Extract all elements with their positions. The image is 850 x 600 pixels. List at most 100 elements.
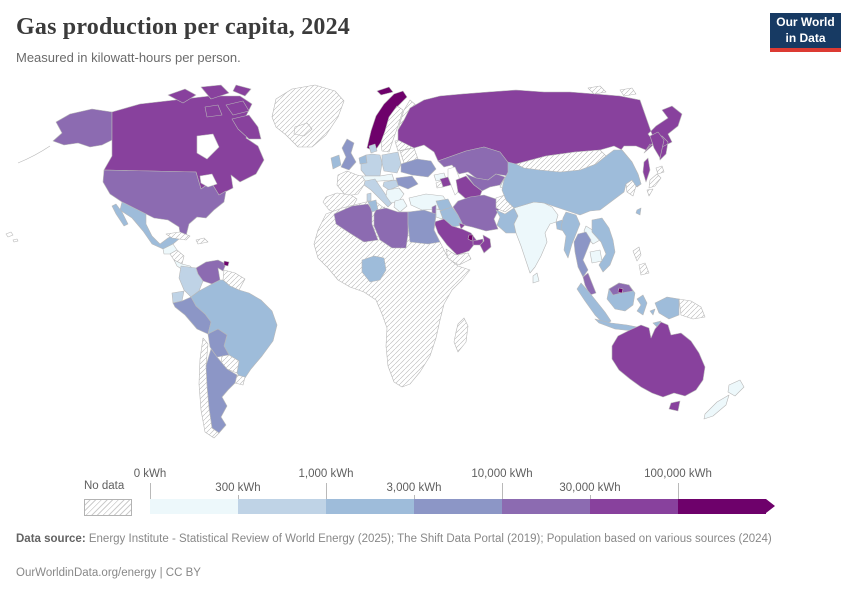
legend-bin-1[interactable]: [238, 499, 326, 514]
arctic-islands-1[interactable]: [587, 85, 607, 95]
country-oman[interactable]: [479, 234, 492, 254]
arctic-islands-2[interactable]: [619, 87, 637, 97]
country-italy-sardinia[interactable]: [366, 192, 372, 202]
country-greenland[interactable]: [271, 84, 345, 148]
legend-tick-label-4: 10,000 kWh: [471, 468, 533, 480]
country-iran[interactable]: [452, 194, 501, 232]
legend-tick-1: [238, 495, 239, 499]
country-taiwan[interactable]: [635, 207, 642, 216]
country-tasmania[interactable]: [668, 400, 681, 412]
country-libya[interactable]: [373, 207, 409, 249]
legend-tick-label-2: 1,000 kWh: [298, 468, 354, 480]
country-hungary-croatia[interactable]: [382, 179, 400, 191]
world-map: [5, 84, 745, 439]
country-netherlands[interactable]: [358, 154, 368, 165]
country-sri-lanka[interactable]: [532, 272, 540, 284]
country-algeria[interactable]: [333, 203, 379, 243]
legend-bin-5[interactable]: [590, 499, 678, 514]
country-romania[interactable]: [395, 175, 419, 190]
legend-tick-6: [678, 483, 679, 499]
legend-tick-label-1: 300 kWh: [215, 482, 261, 494]
country-brazil[interactable]: [190, 279, 278, 382]
country-indonesia-sulawesi[interactable]: [636, 294, 648, 316]
country-philippines-mindanao[interactable]: [638, 262, 650, 276]
legend-bin-3[interactable]: [414, 499, 502, 514]
country-canada-arctic-4[interactable]: [204, 104, 223, 118]
legend-bin-0[interactable]: [150, 499, 238, 514]
country-new-zealand-south[interactable]: [703, 394, 730, 420]
country-armenia[interactable]: [435, 180, 444, 189]
country-myanmar[interactable]: [560, 211, 581, 259]
country-canada-arctic-2[interactable]: [200, 84, 230, 100]
country-kuwait[interactable]: [458, 222, 466, 230]
hudson-bay: [196, 133, 220, 160]
country-indonesia-java[interactable]: [594, 318, 638, 332]
country-italy[interactable]: [363, 178, 393, 208]
country-new-zealand-north[interactable]: [727, 379, 745, 397]
country-honduras-nicaragua[interactable]: [169, 249, 185, 265]
legend-color-bar: [150, 499, 766, 514]
country-bolivia[interactable]: [207, 328, 230, 358]
country-hispaniola[interactable]: [195, 237, 209, 245]
country-indonesia-moluccas[interactable]: [649, 308, 656, 316]
country-russia-kamchatka[interactable]: [649, 131, 665, 159]
country-nigeria[interactable]: [361, 255, 387, 283]
country-india[interactable]: [513, 201, 559, 274]
aleutian-islands: [17, 145, 51, 164]
country-philippines-luzon[interactable]: [632, 246, 642, 262]
country-vietnam[interactable]: [591, 217, 616, 273]
legend-bin-6[interactable]: [678, 499, 766, 514]
country-mexico-baja[interactable]: [111, 203, 129, 227]
country-canada-arctic-5[interactable]: [225, 100, 250, 116]
country-canada-arctic-3[interactable]: [232, 84, 252, 97]
country-tunisia[interactable]: [367, 199, 379, 213]
country-germany[interactable]: [360, 153, 383, 177]
country-france[interactable]: [336, 170, 367, 197]
country-papua-new-guinea[interactable]: [678, 298, 706, 320]
country-denmark[interactable]: [368, 143, 378, 154]
owid-logo[interactable]: Our World in Data: [770, 13, 841, 52]
country-qatar[interactable]: [467, 234, 474, 242]
country-iceland[interactable]: [293, 122, 313, 137]
country-united-kingdom[interactable]: [340, 138, 357, 171]
country-brunei[interactable]: [617, 287, 624, 294]
country-madagascar[interactable]: [453, 317, 469, 353]
country-thailand[interactable]: [573, 231, 592, 278]
country-poland[interactable]: [381, 151, 402, 174]
country-trinidad-and-tobago[interactable]: [223, 260, 230, 267]
legend-tick-4: [502, 483, 503, 499]
country-alaska[interactable]: [52, 108, 113, 148]
country-australia[interactable]: [611, 321, 706, 398]
country-chile[interactable]: [198, 337, 220, 439]
country-cuba[interactable]: [165, 231, 191, 241]
country-ukraine[interactable]: [400, 158, 437, 178]
country-canada-arctic-1[interactable]: [167, 88, 197, 104]
country-indonesia-west-papua[interactable]: [654, 296, 680, 320]
legend-tick-label-5: 30,000 kWh: [559, 482, 621, 494]
country-ireland[interactable]: [330, 154, 342, 170]
legend-bin-4[interactable]: [502, 499, 590, 514]
country-japan-kyushu[interactable]: [646, 188, 654, 197]
citation-link[interactable]: OurWorldinData.org/energy | CC BY: [16, 567, 201, 579]
country-sweden[interactable]: [380, 105, 404, 153]
great-lakes: [199, 173, 218, 188]
owid-logo-line2: in Data: [785, 30, 826, 45]
country-japan-honshu[interactable]: [648, 173, 662, 189]
country-canada-baffin[interactable]: [231, 114, 262, 140]
country-korea[interactable]: [625, 179, 637, 197]
country-svalbard[interactable]: [376, 86, 394, 96]
country-egypt[interactable]: [407, 209, 441, 245]
country-pakistan[interactable]: [495, 207, 519, 234]
legend-bin-2[interactable]: [326, 499, 414, 514]
country-cambodia[interactable]: [589, 249, 603, 264]
country-japan-hokkaido[interactable]: [655, 165, 665, 175]
no-data-swatch[interactable]: [84, 499, 132, 516]
country-mongolia[interactable]: [515, 149, 607, 173]
legend-tick-label-3: 3,000 kWh: [386, 482, 442, 494]
country-greece[interactable]: [393, 198, 408, 213]
country-russia-sakhalin[interactable]: [642, 157, 651, 183]
legend-tick-0: [150, 483, 151, 499]
country-malaysia-peninsula[interactable]: [582, 272, 597, 296]
legend-tick-3: [414, 495, 415, 499]
